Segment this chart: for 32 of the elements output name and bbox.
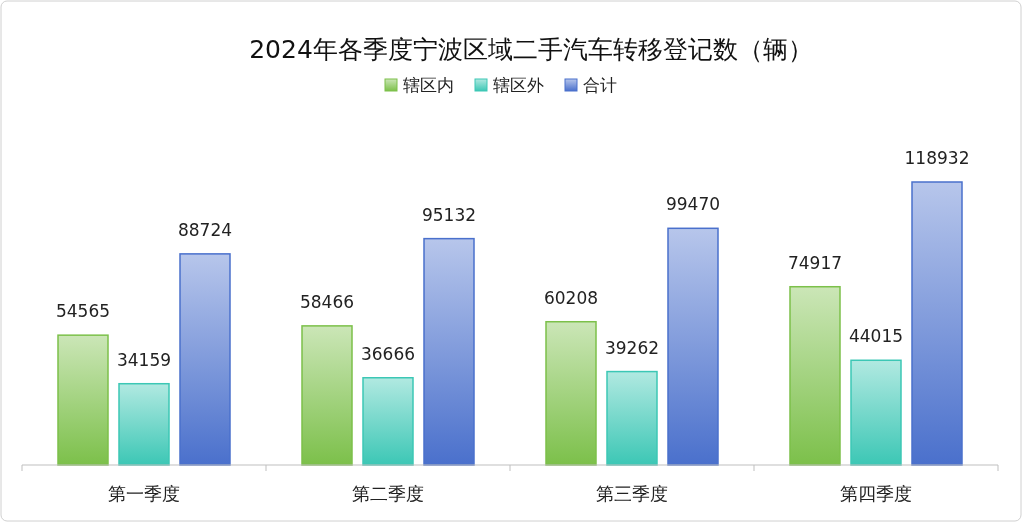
x-tick-label: 第三季度	[596, 483, 668, 504]
data-label: 39262	[604, 337, 660, 358]
bar	[545, 320, 597, 466]
data-label: 44015	[848, 326, 904, 347]
data-label: 36666	[360, 343, 416, 364]
bar	[789, 285, 841, 466]
bar	[57, 334, 109, 466]
data-label: 60208	[543, 287, 599, 308]
x-tick-label: 第一季度	[108, 483, 180, 504]
bar	[179, 253, 231, 466]
data-label: 88724	[177, 219, 233, 240]
data-label: 58466	[299, 291, 355, 312]
data-label: 54565	[55, 301, 111, 322]
bar	[606, 370, 658, 466]
chart-title: 2024年各季度宁波区域二手汽车转移登记数（辆）	[249, 35, 813, 64]
bar	[667, 227, 719, 466]
legend-label: 辖区内	[403, 75, 454, 95]
bar	[423, 237, 475, 466]
data-label: 99470	[665, 194, 721, 215]
legend-label: 辖区外	[493, 75, 544, 95]
data-label: 95132	[421, 204, 477, 225]
legend-label: 合计	[583, 75, 617, 95]
data-label: 74917	[787, 252, 843, 273]
bar	[118, 382, 170, 466]
data-label: 118932	[904, 148, 970, 168]
bar	[301, 325, 353, 466]
bar	[362, 377, 414, 466]
bar	[911, 181, 963, 466]
x-tick-label: 第四季度	[840, 483, 912, 504]
bar	[850, 359, 902, 466]
data-label: 34159	[116, 349, 172, 370]
x-tick-label: 第二季度	[352, 483, 424, 504]
